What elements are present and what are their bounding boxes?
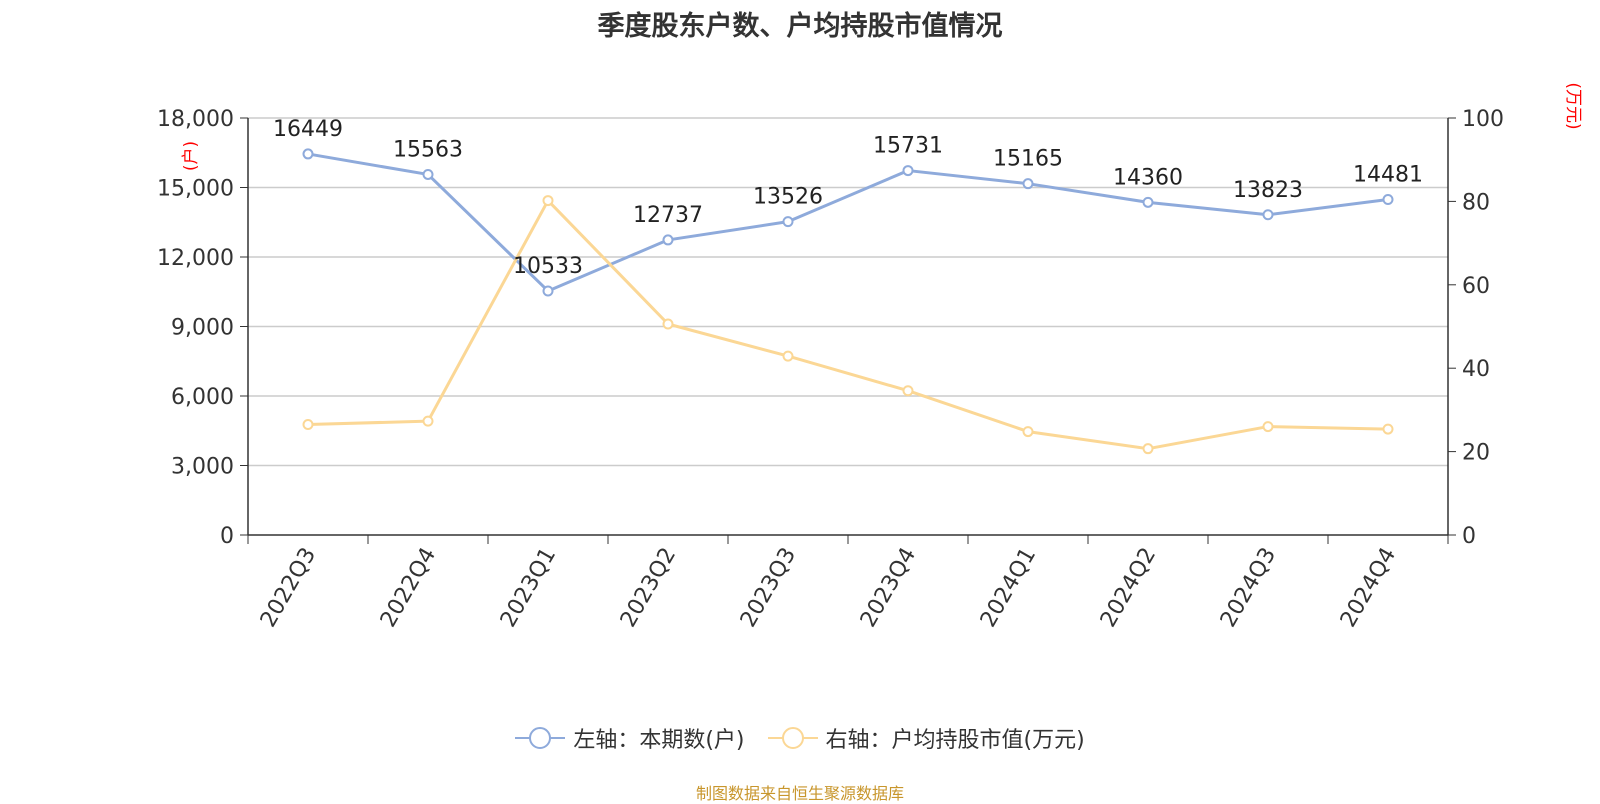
- data-label: 13823: [1233, 178, 1303, 203]
- right-series-point: [1382, 423, 1394, 435]
- data-label: 14481: [1353, 163, 1423, 188]
- left-axis-tick-label: 12,000: [157, 246, 234, 271]
- left-series-point: [422, 168, 434, 180]
- left-axis-unit-label: (户): [181, 141, 201, 171]
- data-label: 16449: [273, 117, 343, 142]
- grid-lines: [248, 117, 1448, 467]
- left-series-point: [1142, 196, 1154, 208]
- data-label: 15731: [873, 134, 943, 159]
- left-axis-tick-label: 9,000: [171, 316, 234, 341]
- x-axis-tick-label: 2024Q1: [976, 544, 1041, 632]
- data-label: 15165: [993, 147, 1063, 172]
- left-axis-tick-label: 18,000: [157, 107, 234, 132]
- chart-title: 季度股东户数、户均持股市值情况: [597, 11, 1003, 42]
- legend: 左轴：本期数(户) 右轴：户均持股市值(万元): [0, 722, 1600, 756]
- right-series-point: [1022, 426, 1034, 438]
- legend-label-right-series: 右轴：户均持股市值(万元): [825, 728, 1085, 753]
- x-axis-tick-label: 2023Q4: [856, 544, 921, 632]
- series-lines: [302, 148, 1394, 455]
- data-labels: 16449 15563 10533 12737 13526 15731 15165 14360…: [273, 117, 1423, 279]
- data-label: 10533: [513, 254, 583, 279]
- right-axis-tick-label: 20: [1462, 441, 1490, 466]
- right-axis-tick-label: 80: [1462, 190, 1490, 215]
- chart-canvas: 0 3,000 6,000 9,000 12,000 15,000 18,000 0 20 40 6…: [157, 82, 1583, 632]
- left-series-point: [1022, 178, 1034, 190]
- data-label: 12737: [633, 203, 703, 228]
- left-axis-tick-label: 3,000: [171, 455, 234, 480]
- right-axis-unit-label: (万元): [1563, 82, 1583, 129]
- right-series-point: [782, 350, 794, 362]
- x-axis-tick-label: 2022Q3: [256, 544, 321, 632]
- right-axis-tick-label: 40: [1462, 357, 1490, 382]
- left-axis-tick-label: 15,000: [157, 177, 234, 202]
- right-series-point: [422, 415, 434, 427]
- right-series-point: [1142, 443, 1154, 455]
- legend-marker-right-icon: [767, 727, 818, 749]
- legend-label-left-series: 左轴：本期数(户): [573, 728, 745, 753]
- x-axis-tick-label: 2023Q1: [496, 544, 561, 632]
- right-axis-tick-label: 0: [1462, 524, 1476, 549]
- left-series-point: [662, 234, 674, 246]
- x-axis-tick-label: 2024Q3: [1216, 544, 1281, 632]
- right-axis-tick-label: 100: [1462, 107, 1504, 132]
- data-label: 15563: [393, 137, 463, 162]
- right-series-line: [307, 199, 1389, 451]
- legend-item-right-series[interactable]: 右轴：户均持股市值(万元): [767, 722, 1085, 754]
- legend-item-left-series[interactable]: 左轴：本期数(户): [515, 722, 745, 754]
- source-note: 制图数据来自恒生聚源数据库: [695, 784, 904, 803]
- right-series-point: [1262, 421, 1274, 433]
- left-series-line: [307, 152, 1389, 293]
- x-axis-tick-label: 2024Q4: [1336, 544, 1401, 632]
- left-series-point: [302, 148, 314, 160]
- x-axis-tick-label: 2023Q2: [616, 544, 681, 632]
- legend-marker-left-icon: [515, 727, 566, 749]
- x-axis-tick-label: 2024Q2: [1096, 544, 1161, 632]
- left-series-point: [1262, 209, 1274, 221]
- left-series-point: [782, 216, 794, 228]
- left-series-point: [542, 285, 554, 297]
- right-series-point: [902, 385, 914, 397]
- right-series-point: [542, 195, 554, 207]
- right-series-point: [302, 418, 314, 430]
- left-axis-tick-label: 6,000: [171, 385, 234, 410]
- data-label: 14360: [1113, 165, 1183, 190]
- x-axis-tick-label: 2023Q3: [736, 544, 801, 632]
- left-series-point: [902, 165, 914, 177]
- right-series-point: [662, 318, 674, 330]
- x-axis-tick-label: 2022Q4: [376, 544, 441, 632]
- right-axis-tick-label: 60: [1462, 274, 1490, 299]
- left-axis-tick-label: 0: [220, 524, 234, 549]
- data-label: 13526: [753, 185, 823, 210]
- left-series-point: [1382, 194, 1394, 206]
